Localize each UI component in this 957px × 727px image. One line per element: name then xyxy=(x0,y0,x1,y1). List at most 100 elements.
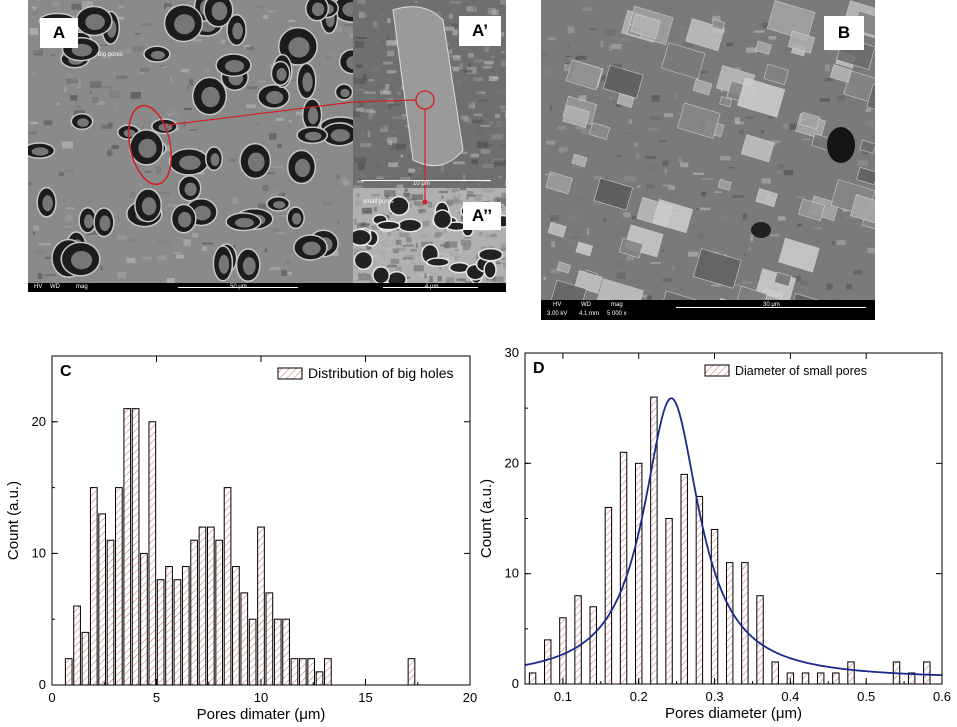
panel-label-a-double-prime: A’’ xyxy=(463,202,501,230)
overlay-text-big-pores: big pores xyxy=(98,52,123,58)
scale-bar-b xyxy=(676,307,866,308)
bar xyxy=(407,658,416,686)
bar xyxy=(98,513,107,686)
scale-label-a-double-prime: 4 μm xyxy=(425,284,439,290)
bar xyxy=(257,526,265,686)
bar xyxy=(801,672,810,685)
legend-label: Distribution of big holes xyxy=(308,365,454,381)
x-tick-label: 15 xyxy=(358,690,372,705)
fit-curve xyxy=(524,397,943,677)
y-tick-label: 10 xyxy=(505,566,519,581)
bar xyxy=(106,539,115,686)
sem-panel-a: A big pores HV WD mag 50 μm xyxy=(28,0,353,292)
x-axis-label: Pores dimater (μm) xyxy=(197,706,326,723)
wd-value: 4.1 mm xyxy=(579,311,600,317)
bar xyxy=(173,579,182,686)
overlay-text-small-pores: small pores xyxy=(363,199,394,205)
y-tick-label: 20 xyxy=(32,414,46,429)
bar xyxy=(756,595,764,685)
bar xyxy=(589,606,597,685)
wd-label: WD xyxy=(50,284,60,290)
hv-label: HV xyxy=(553,302,562,308)
scale-bar-a xyxy=(178,287,298,288)
histogram-chart-c: 0 5 10 15 20 0 10 20 Pores dimater (μm) Count (a.… xyxy=(5,355,477,723)
bar xyxy=(223,487,232,686)
bar xyxy=(725,562,734,685)
bar xyxy=(198,526,207,686)
legend-swatch xyxy=(704,364,730,377)
bar xyxy=(232,566,240,686)
panel-label-d: D xyxy=(533,360,545,377)
bar xyxy=(307,658,316,686)
hv-value: 3.00 kV xyxy=(547,311,568,317)
panel-label-a-prime: A’ xyxy=(459,16,501,46)
bar xyxy=(165,566,173,686)
sem-image-b xyxy=(541,0,875,320)
bar xyxy=(140,552,148,686)
mag-label: mag xyxy=(76,284,88,290)
bar xyxy=(282,618,290,686)
x-tick-label: 0.5 xyxy=(857,689,875,704)
mag-label: mag xyxy=(611,302,623,308)
bar xyxy=(206,526,215,686)
bar xyxy=(81,631,90,686)
bar xyxy=(131,408,140,686)
bar xyxy=(574,595,582,685)
bar xyxy=(544,639,552,685)
x-tick-label: 0.6 xyxy=(933,689,951,704)
legend-label: Diameter of small pores xyxy=(735,364,867,378)
bar xyxy=(324,658,332,686)
bar xyxy=(248,618,257,686)
bar xyxy=(215,539,224,686)
x-tick-label: 5 xyxy=(153,690,160,705)
bar xyxy=(604,506,613,685)
bar xyxy=(148,421,157,686)
histogram-chart-d: 0.1 0.2 0.3 0.4 0.5 0.6 0 10 20 30 Pores diameter … xyxy=(478,345,951,722)
y-tick-label: 0 xyxy=(39,677,46,692)
bar xyxy=(559,617,567,685)
bar xyxy=(923,661,931,685)
y-tick-label: 0 xyxy=(512,676,519,691)
wd-label: WD xyxy=(581,302,591,308)
y-tick-label: 10 xyxy=(32,545,46,560)
x-tick-label: 0 xyxy=(48,690,55,705)
bar xyxy=(156,579,165,686)
bar xyxy=(273,618,282,686)
bar xyxy=(123,408,132,686)
panel-label-b: B xyxy=(824,16,864,50)
mag-value: 5 000 x xyxy=(607,311,627,317)
sem-image-a xyxy=(28,0,353,292)
bar xyxy=(115,487,123,686)
x-tick-label: 0.1 xyxy=(554,689,572,704)
x-tick-label: 0.3 xyxy=(706,689,724,704)
scale-bar-a-double-prime xyxy=(383,287,478,288)
x-tick-label: 0.4 xyxy=(781,689,799,704)
bar xyxy=(290,658,299,686)
scale-label-b: 30 μm xyxy=(763,302,780,308)
bar xyxy=(190,539,198,686)
hv-label: HV xyxy=(34,284,43,290)
bar xyxy=(181,566,190,686)
bar xyxy=(771,661,779,685)
bar xyxy=(240,592,249,686)
bar xyxy=(741,562,749,685)
bar xyxy=(710,529,719,685)
bar xyxy=(265,592,274,686)
sem-image-a-prime xyxy=(353,0,506,188)
bar xyxy=(680,473,688,685)
bar xyxy=(528,672,537,685)
y-axis-label: Count (a.u.) xyxy=(5,481,22,560)
x-axis-label: Pores diameter (μm) xyxy=(665,705,802,722)
scale-label-a: 50 μm xyxy=(230,284,247,290)
panel-label-c: C xyxy=(60,363,72,380)
bar xyxy=(816,672,825,685)
bar xyxy=(665,518,673,685)
sem-panel-a-prime: A’ 10 μm xyxy=(353,0,506,188)
sem-panel-a-double-prime: A’’ small pores 4 μm xyxy=(353,188,506,292)
bar xyxy=(298,658,307,686)
legend-swatch xyxy=(277,367,303,380)
bar xyxy=(619,451,628,685)
sem-info-bar-a: HV WD mag 50 μm xyxy=(28,283,353,292)
panel-label-a: A xyxy=(40,18,78,48)
scale-bar-a-prime xyxy=(361,180,491,181)
